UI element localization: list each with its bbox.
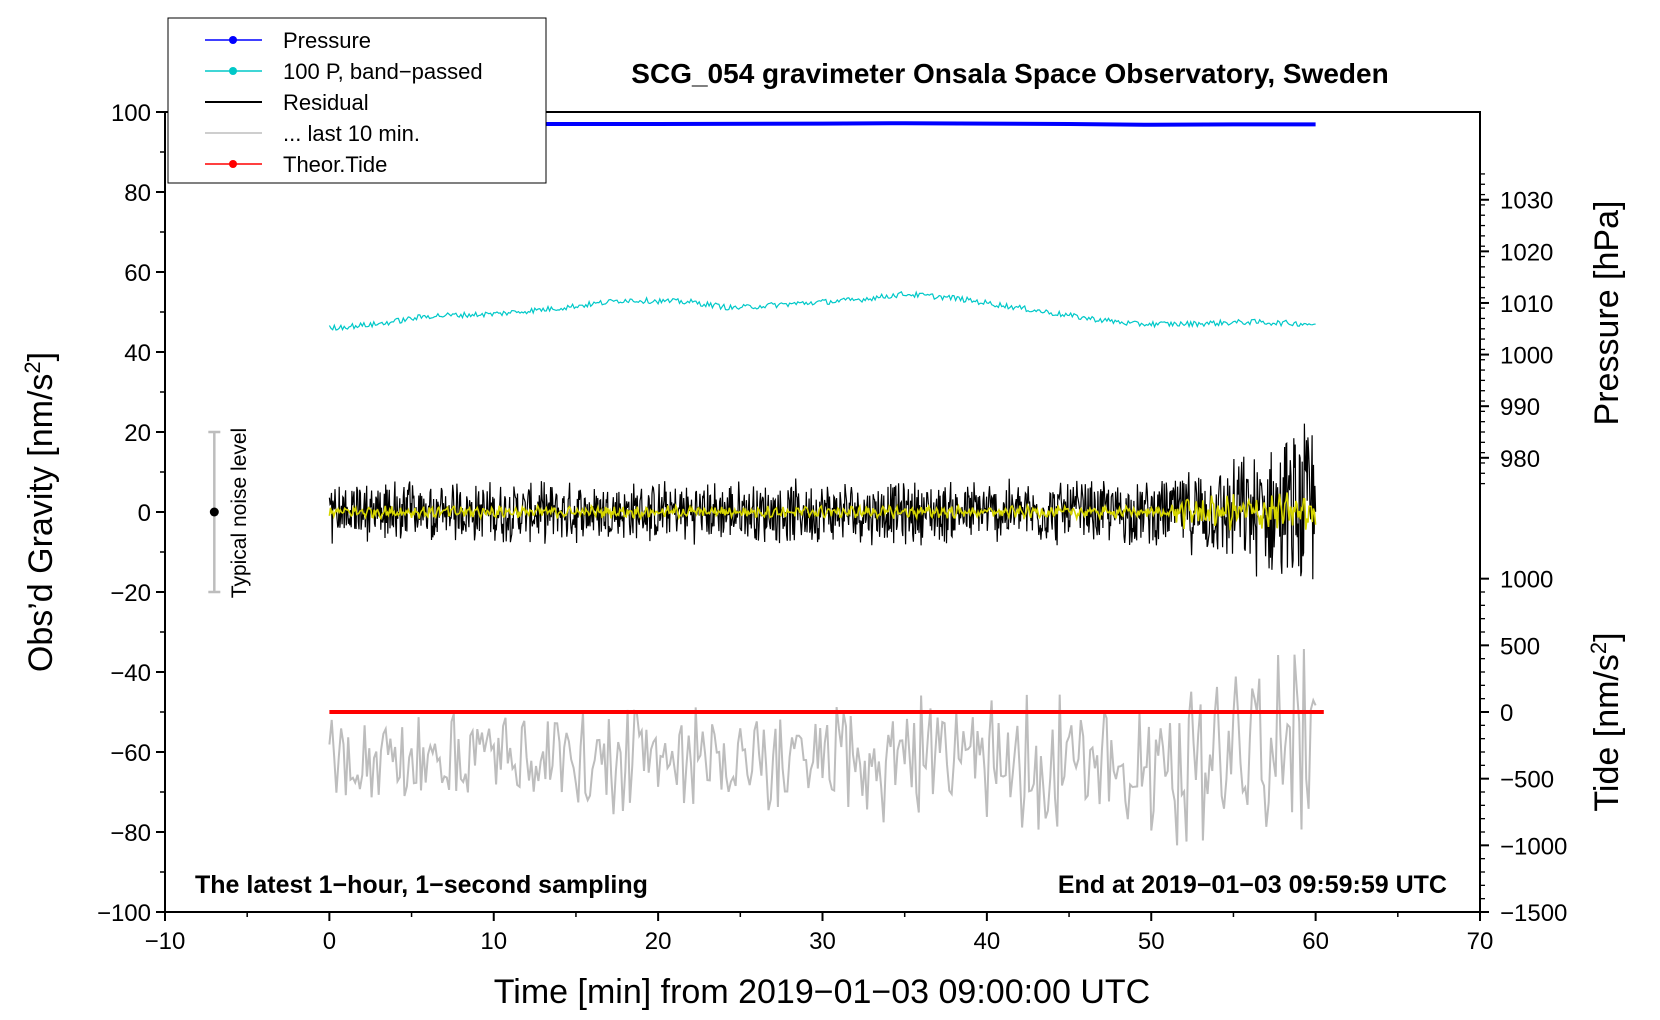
pressure-tick-label: 1000 bbox=[1500, 343, 1553, 370]
pressure-tick-label: 990 bbox=[1500, 394, 1540, 421]
tide-tick-label: 0 bbox=[1500, 700, 1513, 727]
series-band-passed-pressure bbox=[328, 290, 1316, 332]
y-tick-label: −20 bbox=[110, 580, 151, 607]
note-sampling: The latest 1−hour, 1−second sampling bbox=[195, 871, 648, 899]
x-tick-label: 20 bbox=[645, 928, 672, 955]
note-end-time: End at 2019−01−03 09:59:59 UTC bbox=[1058, 871, 1447, 899]
tide-tick-label: −1000 bbox=[1500, 833, 1567, 860]
series-pressure bbox=[329, 121, 1316, 127]
x-tick-label: 70 bbox=[1467, 928, 1494, 955]
pressure-tick-label: 1020 bbox=[1500, 239, 1553, 266]
pressure-tick-label: 980 bbox=[1500, 446, 1540, 473]
x-tick-label: 50 bbox=[1138, 928, 1165, 955]
series-last-10-min bbox=[328, 648, 1317, 846]
series-residual bbox=[328, 423, 1317, 580]
y-tick-label: −100 bbox=[97, 900, 151, 927]
tide-tick-label: −500 bbox=[1500, 767, 1554, 794]
legend-box bbox=[167, 17, 547, 184]
legend-label: ... last 10 min. bbox=[283, 121, 420, 146]
series-layer bbox=[328, 121, 1324, 846]
x-tick-label: −10 bbox=[145, 928, 186, 955]
y-tick-label: −80 bbox=[110, 820, 151, 847]
legend-label: Theor.Tide bbox=[283, 152, 387, 177]
x-tick-label: 30 bbox=[809, 928, 836, 955]
legend: Pressure 100 P, band−passed Residual ... la… bbox=[167, 17, 547, 184]
tide-tick-label: −1500 bbox=[1500, 900, 1567, 927]
legend-marker bbox=[229, 160, 237, 168]
y-axis-title-left: Obs’d Gravity [nm/s2] bbox=[20, 352, 60, 672]
y-tick-label: 60 bbox=[124, 260, 151, 287]
y-tick-label: 100 bbox=[111, 100, 151, 127]
y-tick-label: −40 bbox=[110, 660, 151, 687]
x-tick-label: 60 bbox=[1302, 928, 1329, 955]
legend-label: Pressure bbox=[283, 28, 371, 53]
y-tick-label: −60 bbox=[110, 740, 151, 767]
y-tick-label: 80 bbox=[124, 180, 151, 207]
x-tick-label: 10 bbox=[480, 928, 507, 955]
x-tick-label: 0 bbox=[323, 928, 336, 955]
pressure-tick-label: 1030 bbox=[1500, 188, 1553, 215]
pressure-tick-label: 1010 bbox=[1500, 291, 1553, 318]
y-axis-title-pressure: Pressure [hPa] bbox=[1588, 201, 1626, 426]
tide-tick-label: 1000 bbox=[1500, 567, 1553, 594]
y-tick-label: 20 bbox=[124, 420, 151, 447]
legend-label: Residual bbox=[283, 90, 369, 115]
x-tick-label: 40 bbox=[974, 928, 1001, 955]
chart-title: SCG_054 gravimeter Onsala Space Observat… bbox=[631, 58, 1388, 89]
y-axis-title-tide: Tide [nm/s2] bbox=[1586, 632, 1626, 811]
noise-level-label: Typical noise level bbox=[228, 428, 251, 598]
series-residual-smoothed bbox=[328, 492, 1317, 531]
noise-center-dot bbox=[209, 507, 219, 517]
legend-marker bbox=[229, 67, 237, 75]
ticks-layer: −10 0 10 20 30 40 50 60 70100806040200−20−40−60−… bbox=[97, 100, 1567, 955]
tide-tick-label: 500 bbox=[1500, 633, 1540, 660]
x-axis-title: Time [min] from 2019−01−03 09:00:00 UTC bbox=[494, 973, 1150, 1011]
y-tick-label: 0 bbox=[138, 500, 151, 527]
legend-label: 100 P, band−passed bbox=[283, 59, 483, 84]
noise-level-indicator bbox=[208, 430, 221, 594]
legend-marker bbox=[229, 36, 237, 44]
y-tick-label: 40 bbox=[124, 340, 151, 367]
